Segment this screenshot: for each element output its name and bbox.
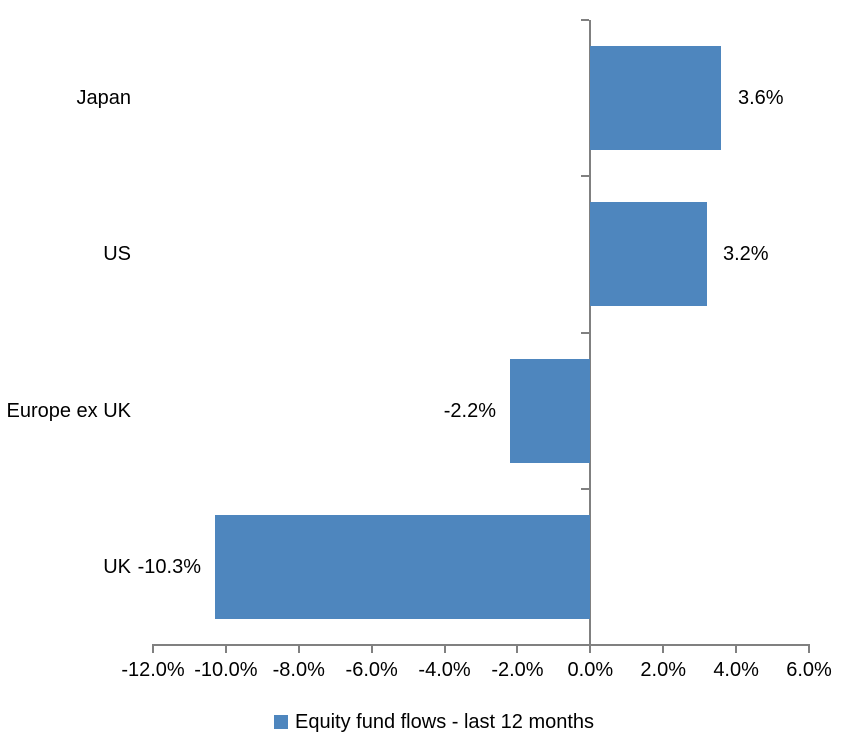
- y-axis-tick: [581, 332, 590, 334]
- x-axis-tick: [735, 645, 738, 653]
- x-tick-label: -10.0%: [194, 659, 258, 681]
- x-tick-label: -2.0%: [491, 659, 544, 681]
- x-axis-tick: [152, 645, 154, 653]
- x-axis-tick: [808, 645, 810, 653]
- bar-japan: [590, 46, 721, 150]
- x-axis-tick: [589, 645, 592, 653]
- y-axis-tick: [581, 488, 590, 490]
- y-axis-line: [589, 20, 592, 653]
- y-axis-tick: [581, 175, 590, 177]
- y-axis-tick: [581, 19, 590, 21]
- x-tick-label: 0.0%: [567, 659, 614, 681]
- bar-uk: [215, 515, 590, 619]
- x-axis-tick: [297, 645, 300, 653]
- x-tick-label: -4.0%: [418, 659, 471, 681]
- value-label-uk: -10.3%: [137, 556, 201, 578]
- x-axis-tick: [662, 645, 665, 653]
- x-tick-label: 2.0%: [640, 659, 687, 681]
- bar-us: [590, 202, 707, 306]
- x-tick-label: 6.0%: [786, 659, 832, 681]
- category-label-us: US: [103, 243, 131, 265]
- legend-marker-icon: [274, 715, 288, 729]
- x-axis-tick: [443, 645, 446, 653]
- x-tick-label: -12.0%: [121, 659, 185, 681]
- y-axis-tick: [581, 644, 590, 646]
- x-axis-tick: [370, 645, 373, 653]
- x-tick-label: -6.0%: [345, 659, 398, 681]
- x-tick-label: -8.0%: [272, 659, 325, 681]
- x-axis-tick: [224, 645, 227, 653]
- x-axis-tick: [516, 645, 519, 653]
- x-axis-line: [152, 644, 810, 646]
- value-label-us: 3.2%: [723, 243, 769, 265]
- legend-label: Equity fund flows - last 12 months: [295, 711, 595, 733]
- bar-europe-ex-uk: [510, 359, 590, 463]
- category-label-uk: UK: [103, 556, 131, 578]
- legend: Equity fund flows - last 12 months: [274, 709, 594, 735]
- category-label-japan: Japan: [76, 87, 132, 109]
- x-tick-label: 4.0%: [713, 659, 759, 681]
- value-label-japan: 3.6%: [738, 87, 784, 109]
- category-label-europe-ex-uk: Europe ex UK: [6, 400, 131, 422]
- value-label-europe-ex-uk: -2.2%: [443, 400, 496, 422]
